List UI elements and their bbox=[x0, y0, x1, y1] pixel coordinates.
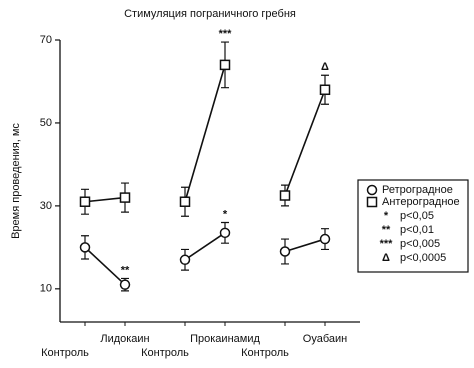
line bbox=[84, 196, 126, 203]
line bbox=[284, 89, 326, 196]
legend-label: p<0,005 bbox=[400, 238, 440, 250]
x-tick-label: Прокаинамид bbox=[190, 333, 260, 345]
point bbox=[79, 196, 91, 207]
significance-label: *** bbox=[219, 28, 233, 40]
line bbox=[284, 238, 326, 253]
chart-title: Стимуляция пограничного гребня bbox=[124, 8, 296, 20]
point bbox=[319, 84, 331, 96]
point bbox=[279, 246, 291, 257]
x-tick-label: Контроль bbox=[141, 347, 189, 359]
legend-label: p<0,01 bbox=[400, 224, 434, 236]
x-tick-label: Оуабаин bbox=[303, 333, 347, 345]
significance-label: * bbox=[223, 208, 228, 220]
point bbox=[119, 279, 131, 290]
legend-symbol: *** bbox=[380, 238, 394, 250]
legend-label: Ретроградное bbox=[382, 184, 453, 196]
y-axis-label: Время проведения, мс bbox=[10, 123, 22, 239]
significance-label: ** bbox=[121, 264, 130, 276]
point bbox=[179, 196, 191, 207]
line bbox=[184, 232, 226, 261]
point bbox=[119, 192, 131, 203]
y-tick-label: 10 bbox=[40, 283, 52, 295]
point bbox=[219, 59, 231, 71]
legend-box bbox=[357, 179, 469, 273]
point bbox=[279, 190, 291, 201]
x-tick-label: Контроль bbox=[41, 347, 89, 359]
y-tick-label: 70 bbox=[40, 34, 52, 46]
point bbox=[219, 227, 231, 239]
x-tick-label: Лидокаин bbox=[100, 333, 149, 345]
legend-label: p<0,0005 bbox=[400, 252, 446, 264]
legend-marker bbox=[366, 184, 378, 196]
legend-symbol: ** bbox=[382, 224, 391, 236]
legend-label: p<0,05 bbox=[400, 210, 434, 222]
legend-symbol: Δ bbox=[382, 252, 390, 264]
point bbox=[319, 233, 331, 245]
line bbox=[184, 64, 226, 202]
line bbox=[84, 246, 126, 286]
y-tick-label: 50 bbox=[40, 117, 52, 129]
y-tick-label: 30 bbox=[40, 200, 52, 212]
point bbox=[179, 254, 191, 266]
x-tick-label: Контроль bbox=[241, 347, 289, 359]
legend-marker bbox=[366, 196, 378, 208]
legend-label: Антероградное bbox=[382, 196, 460, 208]
point bbox=[79, 242, 91, 253]
significance-label: Δ bbox=[321, 61, 329, 73]
legend-symbol: * bbox=[384, 210, 389, 222]
